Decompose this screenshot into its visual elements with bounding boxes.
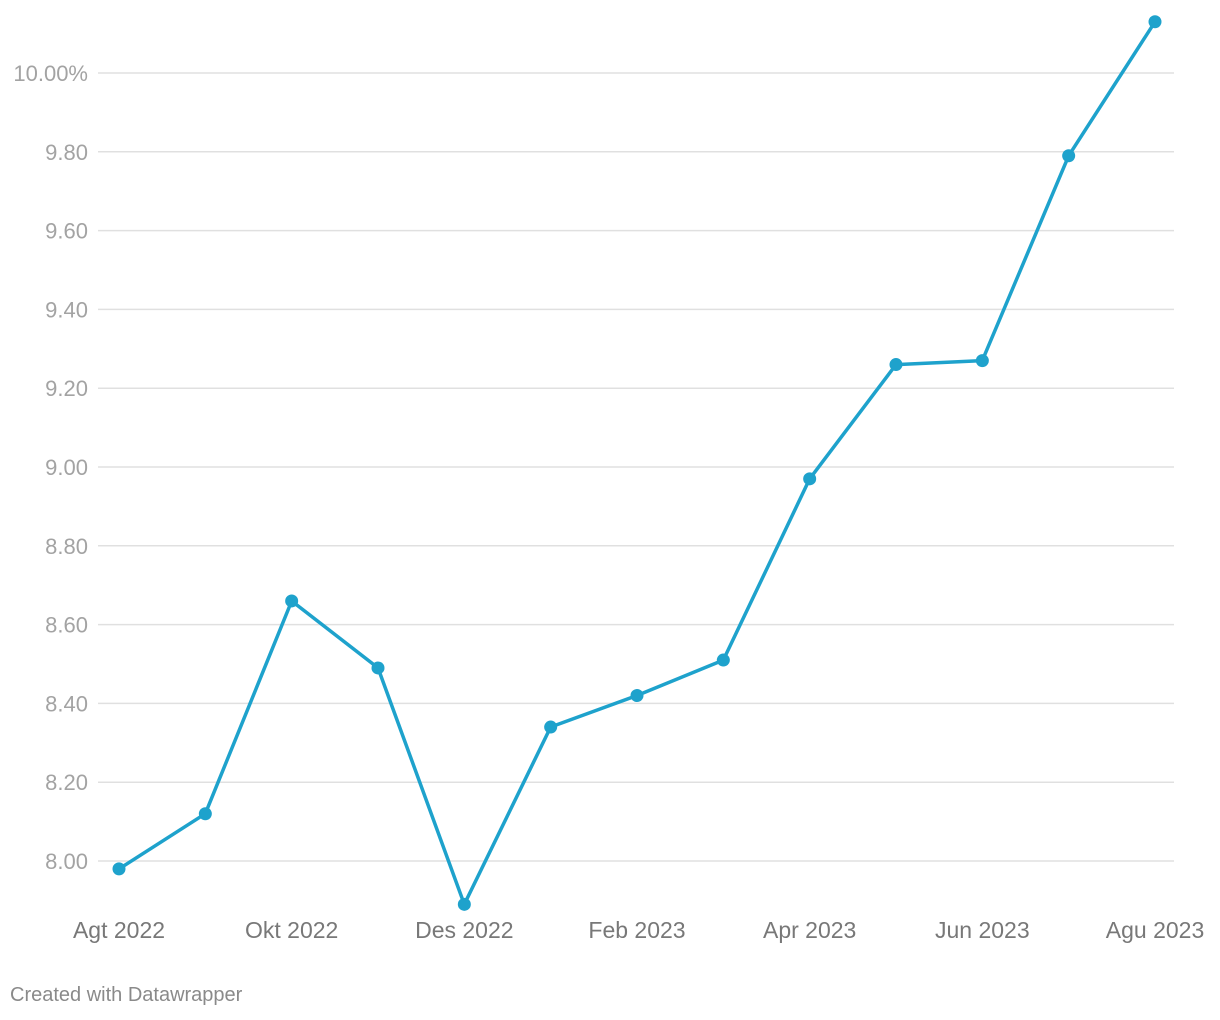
credit-text: Created with Datawrapper — [10, 984, 243, 1006]
data-point — [371, 661, 385, 675]
grid-lines — [98, 72, 1174, 862]
y-tick-label: 8.40 — [45, 691, 88, 716]
x-tick-label: Agu 2023 — [1106, 917, 1204, 943]
data-point — [1062, 149, 1076, 163]
y-axis-labels: 8.00 8.20 8.40 8.60 8.80 9.00 9.20 9.40 9.60 9.80… — [13, 61, 88, 874]
x-axis-labels: Agt 2022 Okt 2022 Des 2022 Feb 2023 Apr 2023… — [73, 917, 1204, 943]
data-point — [544, 720, 558, 734]
data-points — [112, 15, 1162, 911]
y-tick-label: 9.80 — [45, 140, 88, 165]
y-tick-label: 8.00 — [45, 849, 88, 874]
y-tick-label: 9.20 — [45, 376, 88, 401]
y-tick-label: 8.20 — [45, 770, 88, 795]
data-point — [803, 472, 817, 486]
series-line — [117, 20, 1157, 907]
data-point — [457, 897, 471, 911]
x-tick-label: Feb 2023 — [588, 917, 685, 943]
y-tick-label: 8.60 — [45, 613, 88, 638]
y-tick-label: 8.80 — [45, 534, 88, 559]
y-tick-label: 9.60 — [45, 219, 88, 244]
x-tick-label: Agt 2022 — [73, 917, 165, 943]
y-tick-label: 9.40 — [45, 297, 88, 322]
y-tick-label: 9.00 — [45, 455, 88, 480]
x-tick-label: Apr 2023 — [763, 917, 856, 943]
y-tick-label: 10.00% — [13, 61, 88, 86]
data-point — [285, 594, 299, 608]
data-point — [716, 653, 730, 667]
data-point — [889, 358, 903, 372]
x-tick-label: Okt 2022 — [245, 917, 338, 943]
data-point — [975, 354, 989, 368]
data-point — [1148, 15, 1162, 29]
x-tick-label: Jun 2023 — [935, 917, 1030, 943]
x-tick-label: Des 2022 — [415, 917, 513, 943]
data-point — [112, 862, 126, 876]
data-point — [630, 689, 644, 703]
data-point — [198, 807, 212, 821]
series-line-group — [117, 20, 1157, 907]
